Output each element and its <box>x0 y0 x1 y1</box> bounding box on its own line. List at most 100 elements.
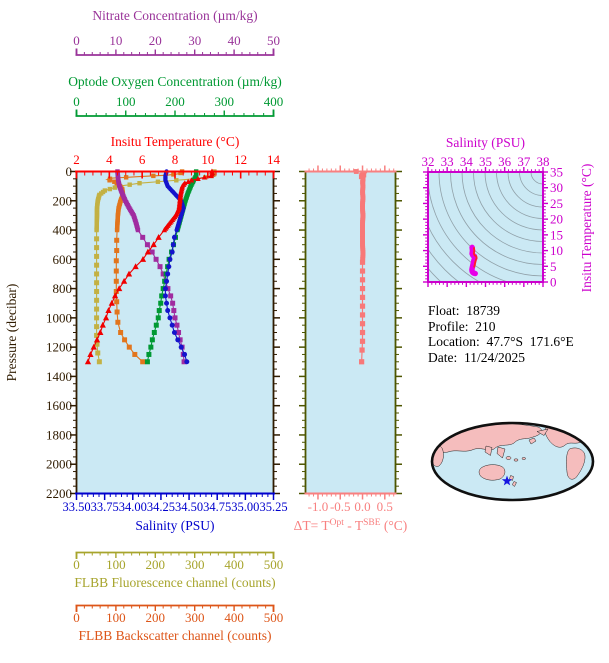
svg-text:0: 0 <box>73 33 80 48</box>
axis-fluorescence: 0 100 200 300 400 500 FLBB Fluorescence channe… <box>73 551 284 590</box>
map-landmass <box>528 437 537 445</box>
svg-text:4: 4 <box>106 152 113 167</box>
svg-text:0: 0 <box>66 164 73 179</box>
axis-salinity: 33.50 33.75 34.00 34.25 34.50 34.75 35.00 35.25… <box>62 492 288 533</box>
svg-text:34.50: 34.50 <box>175 500 203 514</box>
svg-text:50: 50 <box>267 33 280 48</box>
svg-text:400: 400 <box>224 557 244 572</box>
svg-text:15: 15 <box>550 227 563 242</box>
svg-text:37: 37 <box>517 154 531 169</box>
svg-text:400: 400 <box>264 94 284 109</box>
world-map <box>430 421 595 502</box>
svg-text:Pressure (decibar): Pressure (decibar) <box>4 284 19 382</box>
svg-text:0: 0 <box>73 94 80 109</box>
svg-text:FLBB Fluorescence channel (cou: FLBB Fluorescence channel (counts) <box>74 575 275 590</box>
svg-text:8: 8 <box>172 152 179 167</box>
delta-t-panel: -1.0 -0.5 0.0 0.5 ΔT= TOpt - TSBE (°C) <box>294 165 408 533</box>
svg-text:400: 400 <box>224 610 244 625</box>
map-landmass <box>536 428 549 436</box>
svg-text:35.00: 35.00 <box>231 500 259 514</box>
svg-text:2: 2 <box>73 152 80 167</box>
svg-text:20: 20 <box>149 33 162 48</box>
svg-text:35: 35 <box>479 154 492 169</box>
ts-panel: 32 33 34 35 36 37 38 Salinity (PSU) 051015202530… <box>422 135 595 292</box>
axis-oxygen: 0 100 200 300 400 Optode Oxygen Concentration… <box>68 74 284 117</box>
svg-text:1600: 1600 <box>46 398 72 413</box>
svg-text:-0.5: -0.5 <box>330 499 351 514</box>
svg-text:30: 30 <box>550 180 563 195</box>
axis-backscatter: 0 100 200 300 400 500 FLBB Backscatter channel… <box>73 604 284 643</box>
axis-temperature: 2 4 6 8 10 12 14 Insitu Temperature (°C) <box>73 134 281 179</box>
svg-text:300: 300 <box>185 610 205 625</box>
map-landmass <box>484 445 493 456</box>
svg-text:200: 200 <box>165 94 185 109</box>
float-info-line: Location: 47.7°S 171.6°E <box>428 334 574 349</box>
svg-text:2200: 2200 <box>46 486 72 501</box>
svg-text:33.75: 33.75 <box>91 500 119 514</box>
svg-text:400: 400 <box>53 223 73 238</box>
svg-text:600: 600 <box>53 252 73 267</box>
map-landmass <box>560 423 574 432</box>
svg-text:25: 25 <box>550 196 563 211</box>
svg-text:12: 12 <box>234 152 247 167</box>
svg-text:14: 14 <box>267 152 281 167</box>
delta-t-axis-label: ΔT= TOpt - TSBE (°C) <box>294 518 408 533</box>
float-info: Float: 18739 Profile: 210 Location: 47.7… <box>428 303 574 365</box>
svg-text:0.5: 0.5 <box>377 499 393 514</box>
map-landmass <box>505 456 512 460</box>
svg-text:-1.0: -1.0 <box>308 499 329 514</box>
svg-text:38: 38 <box>537 154 550 169</box>
svg-text:33: 33 <box>441 154 454 169</box>
svg-text:100: 100 <box>106 610 126 625</box>
svg-text:200: 200 <box>53 193 73 208</box>
svg-text:36: 36 <box>498 154 512 169</box>
svg-text:32: 32 <box>422 154 435 169</box>
svg-text:500: 500 <box>264 557 284 572</box>
svg-text:0.0: 0.0 <box>354 499 370 514</box>
svg-text:33.50: 33.50 <box>62 500 90 514</box>
svg-text:10: 10 <box>109 33 122 48</box>
svg-text:300: 300 <box>215 94 235 109</box>
svg-text:35.25: 35.25 <box>259 500 287 514</box>
main-series <box>84 168 217 365</box>
svg-text:1200: 1200 <box>46 340 72 355</box>
series-nitrate <box>115 169 187 365</box>
svg-text:200: 200 <box>146 610 166 625</box>
axis-nitrate: 0 10 20 30 40 50 Nitrate Concentration (µm/kg) <box>73 8 280 56</box>
svg-text:FLBB Backscatter channel (coun: FLBB Backscatter channel (counts) <box>78 628 271 643</box>
main-profile-plot: 0 200 400 600 800 1000 1200 1400 1600 1800 2000 220… <box>4 134 288 533</box>
svg-text:10: 10 <box>201 152 214 167</box>
map-landmass <box>478 464 506 481</box>
svg-text:40: 40 <box>228 33 241 48</box>
map-landmass <box>566 447 586 480</box>
svg-text:Salinity (PSU): Salinity (PSU) <box>135 518 214 533</box>
svg-text:1000: 1000 <box>46 310 72 325</box>
svg-text:20: 20 <box>550 212 563 227</box>
float-position-star <box>501 475 513 486</box>
svg-text:30: 30 <box>188 33 201 48</box>
svg-text:35: 35 <box>550 165 563 180</box>
svg-text:Insitu Temperature (°C): Insitu Temperature (°C) <box>111 134 240 149</box>
svg-text:300: 300 <box>185 557 205 572</box>
float-info-line: Float: 18739 <box>428 303 501 318</box>
float-info-line: Profile: 210 <box>428 318 496 334</box>
svg-text:10: 10 <box>550 243 563 258</box>
series-delta-t-curve <box>353 169 368 365</box>
series-temperature <box>84 168 216 365</box>
svg-text:Nitrate Concentration (µm/kg): Nitrate Concentration (µm/kg) <box>92 8 257 23</box>
svg-text:5: 5 <box>550 259 557 274</box>
svg-text:34.00: 34.00 <box>119 500 147 514</box>
svg-text:500: 500 <box>264 610 284 625</box>
svg-text:800: 800 <box>53 281 73 296</box>
map-landmass <box>496 446 506 459</box>
svg-text:100: 100 <box>106 557 126 572</box>
svg-text:Optode Oxygen Concentration (µ: Optode Oxygen Concentration (µm/kg) <box>68 74 282 89</box>
svg-text:1400: 1400 <box>46 369 72 384</box>
svg-text:1800: 1800 <box>46 427 72 442</box>
svg-text:200: 200 <box>146 557 166 572</box>
svg-text:34.75: 34.75 <box>203 500 231 514</box>
svg-text:0: 0 <box>550 275 557 290</box>
float-info-line: Date: 11/24/2025 <box>428 349 526 365</box>
